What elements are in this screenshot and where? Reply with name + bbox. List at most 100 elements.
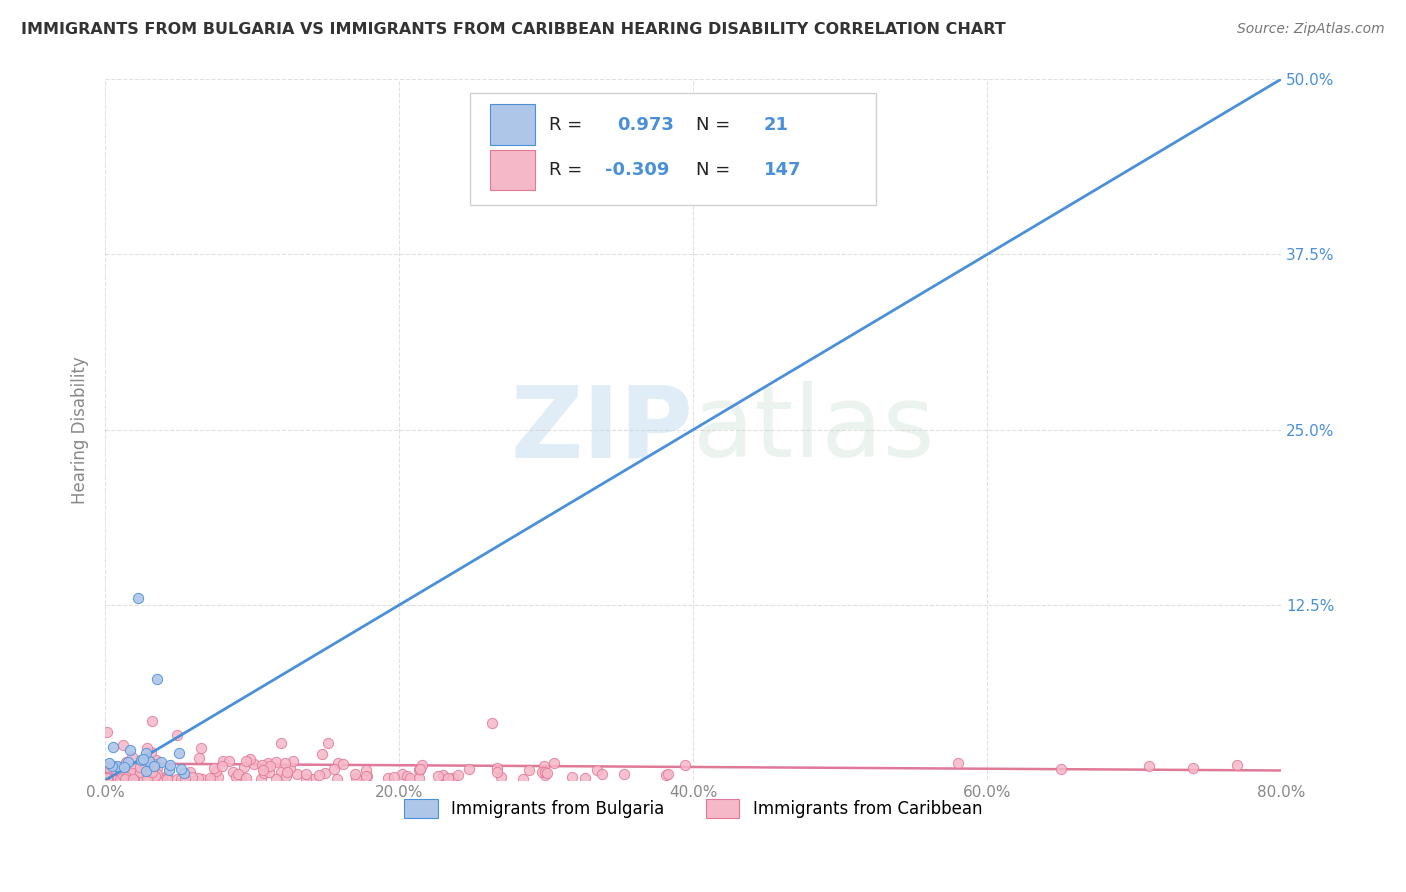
Point: [145, 767, 167, 781]
Point: [377, 771, 399, 785]
Point: [235, 771, 257, 785]
Point: [114, 772, 136, 786]
Point: [117, 756, 139, 770]
Point: [257, 764, 280, 779]
Point: [120, 768, 142, 782]
Point: [135, 746, 157, 760]
Point: [135, 764, 157, 778]
Point: [159, 758, 181, 772]
Point: [308, 768, 330, 782]
Point: [1050, 762, 1073, 776]
Text: atlas: atlas: [693, 381, 935, 478]
Point: [205, 764, 228, 779]
Text: N =: N =: [696, 161, 735, 179]
Point: [138, 754, 160, 768]
Point: [536, 766, 558, 780]
Point: [96, 771, 118, 785]
Point: [242, 756, 264, 771]
Point: [233, 760, 256, 774]
Point: [122, 772, 145, 786]
Point: [155, 772, 177, 786]
Point: [146, 761, 169, 775]
Text: Source: ZipAtlas.com: Source: ZipAtlas.com: [1237, 22, 1385, 37]
Point: [354, 764, 377, 778]
Text: 21: 21: [763, 116, 789, 134]
Point: [278, 761, 301, 775]
Point: [543, 756, 565, 770]
Point: [533, 768, 555, 782]
Point: [326, 756, 349, 770]
Point: [202, 761, 225, 775]
Point: [145, 769, 167, 783]
Point: [591, 767, 613, 781]
Point: [141, 763, 163, 777]
Point: [115, 756, 138, 770]
Point: [533, 759, 555, 773]
Point: [181, 770, 204, 784]
FancyBboxPatch shape: [470, 93, 876, 205]
Point: [264, 755, 287, 769]
Point: [110, 772, 132, 786]
Point: [561, 770, 583, 784]
Point: [332, 757, 354, 772]
Point: [441, 771, 464, 785]
Point: [239, 752, 262, 766]
Point: [121, 765, 143, 780]
Point: [486, 765, 509, 780]
Text: R =: R =: [548, 161, 588, 179]
Point: [212, 754, 235, 768]
Point: [225, 770, 247, 784]
Point: [173, 766, 195, 780]
Point: [276, 764, 298, 779]
Point: [326, 772, 349, 786]
Point: [1226, 757, 1249, 772]
Point: [101, 758, 124, 772]
Point: [574, 771, 596, 785]
Point: [1137, 759, 1160, 773]
Point: [103, 771, 125, 785]
Point: [207, 770, 229, 784]
Point: [512, 772, 534, 786]
Point: [657, 767, 679, 781]
Point: [250, 772, 273, 786]
Point: [96, 772, 118, 786]
Point: [211, 759, 233, 773]
Legend: Immigrants from Bulgaria, Immigrants from Caribbean: Immigrants from Bulgaria, Immigrants fro…: [398, 792, 988, 824]
Point: [105, 759, 128, 773]
Text: IMMIGRANTS FROM BULGARIA VS IMMIGRANTS FROM CARIBBEAN HEARING DISABILITY CORRELA: IMMIGRANTS FROM BULGARIA VS IMMIGRANTS F…: [21, 22, 1005, 37]
Point: [264, 772, 287, 786]
Point: [105, 763, 128, 777]
Point: [253, 765, 276, 780]
Point: [408, 762, 430, 776]
Point: [156, 769, 179, 783]
Point: [128, 770, 150, 784]
Text: N =: N =: [696, 116, 735, 134]
Point: [173, 772, 195, 786]
Point: [411, 758, 433, 772]
Point: [252, 763, 274, 777]
Point: [1182, 761, 1205, 775]
Point: [157, 763, 180, 777]
Point: [427, 769, 450, 783]
Point: [98, 763, 121, 777]
Point: [111, 738, 134, 752]
Text: -0.309: -0.309: [605, 161, 669, 179]
Point: [131, 752, 153, 766]
Point: [382, 770, 405, 784]
Point: [270, 736, 292, 750]
Point: [136, 772, 159, 786]
Point: [101, 739, 124, 754]
Text: R =: R =: [548, 116, 588, 134]
Point: [356, 769, 378, 783]
Point: [458, 762, 481, 776]
Point: [131, 753, 153, 767]
Point: [613, 767, 636, 781]
Text: ZIP: ZIP: [510, 381, 693, 478]
Point: [139, 745, 162, 759]
Point: [96, 725, 118, 739]
Point: [149, 755, 172, 769]
Point: [432, 768, 454, 782]
Point: [110, 767, 132, 781]
Point: [97, 772, 120, 786]
Point: [295, 772, 318, 786]
